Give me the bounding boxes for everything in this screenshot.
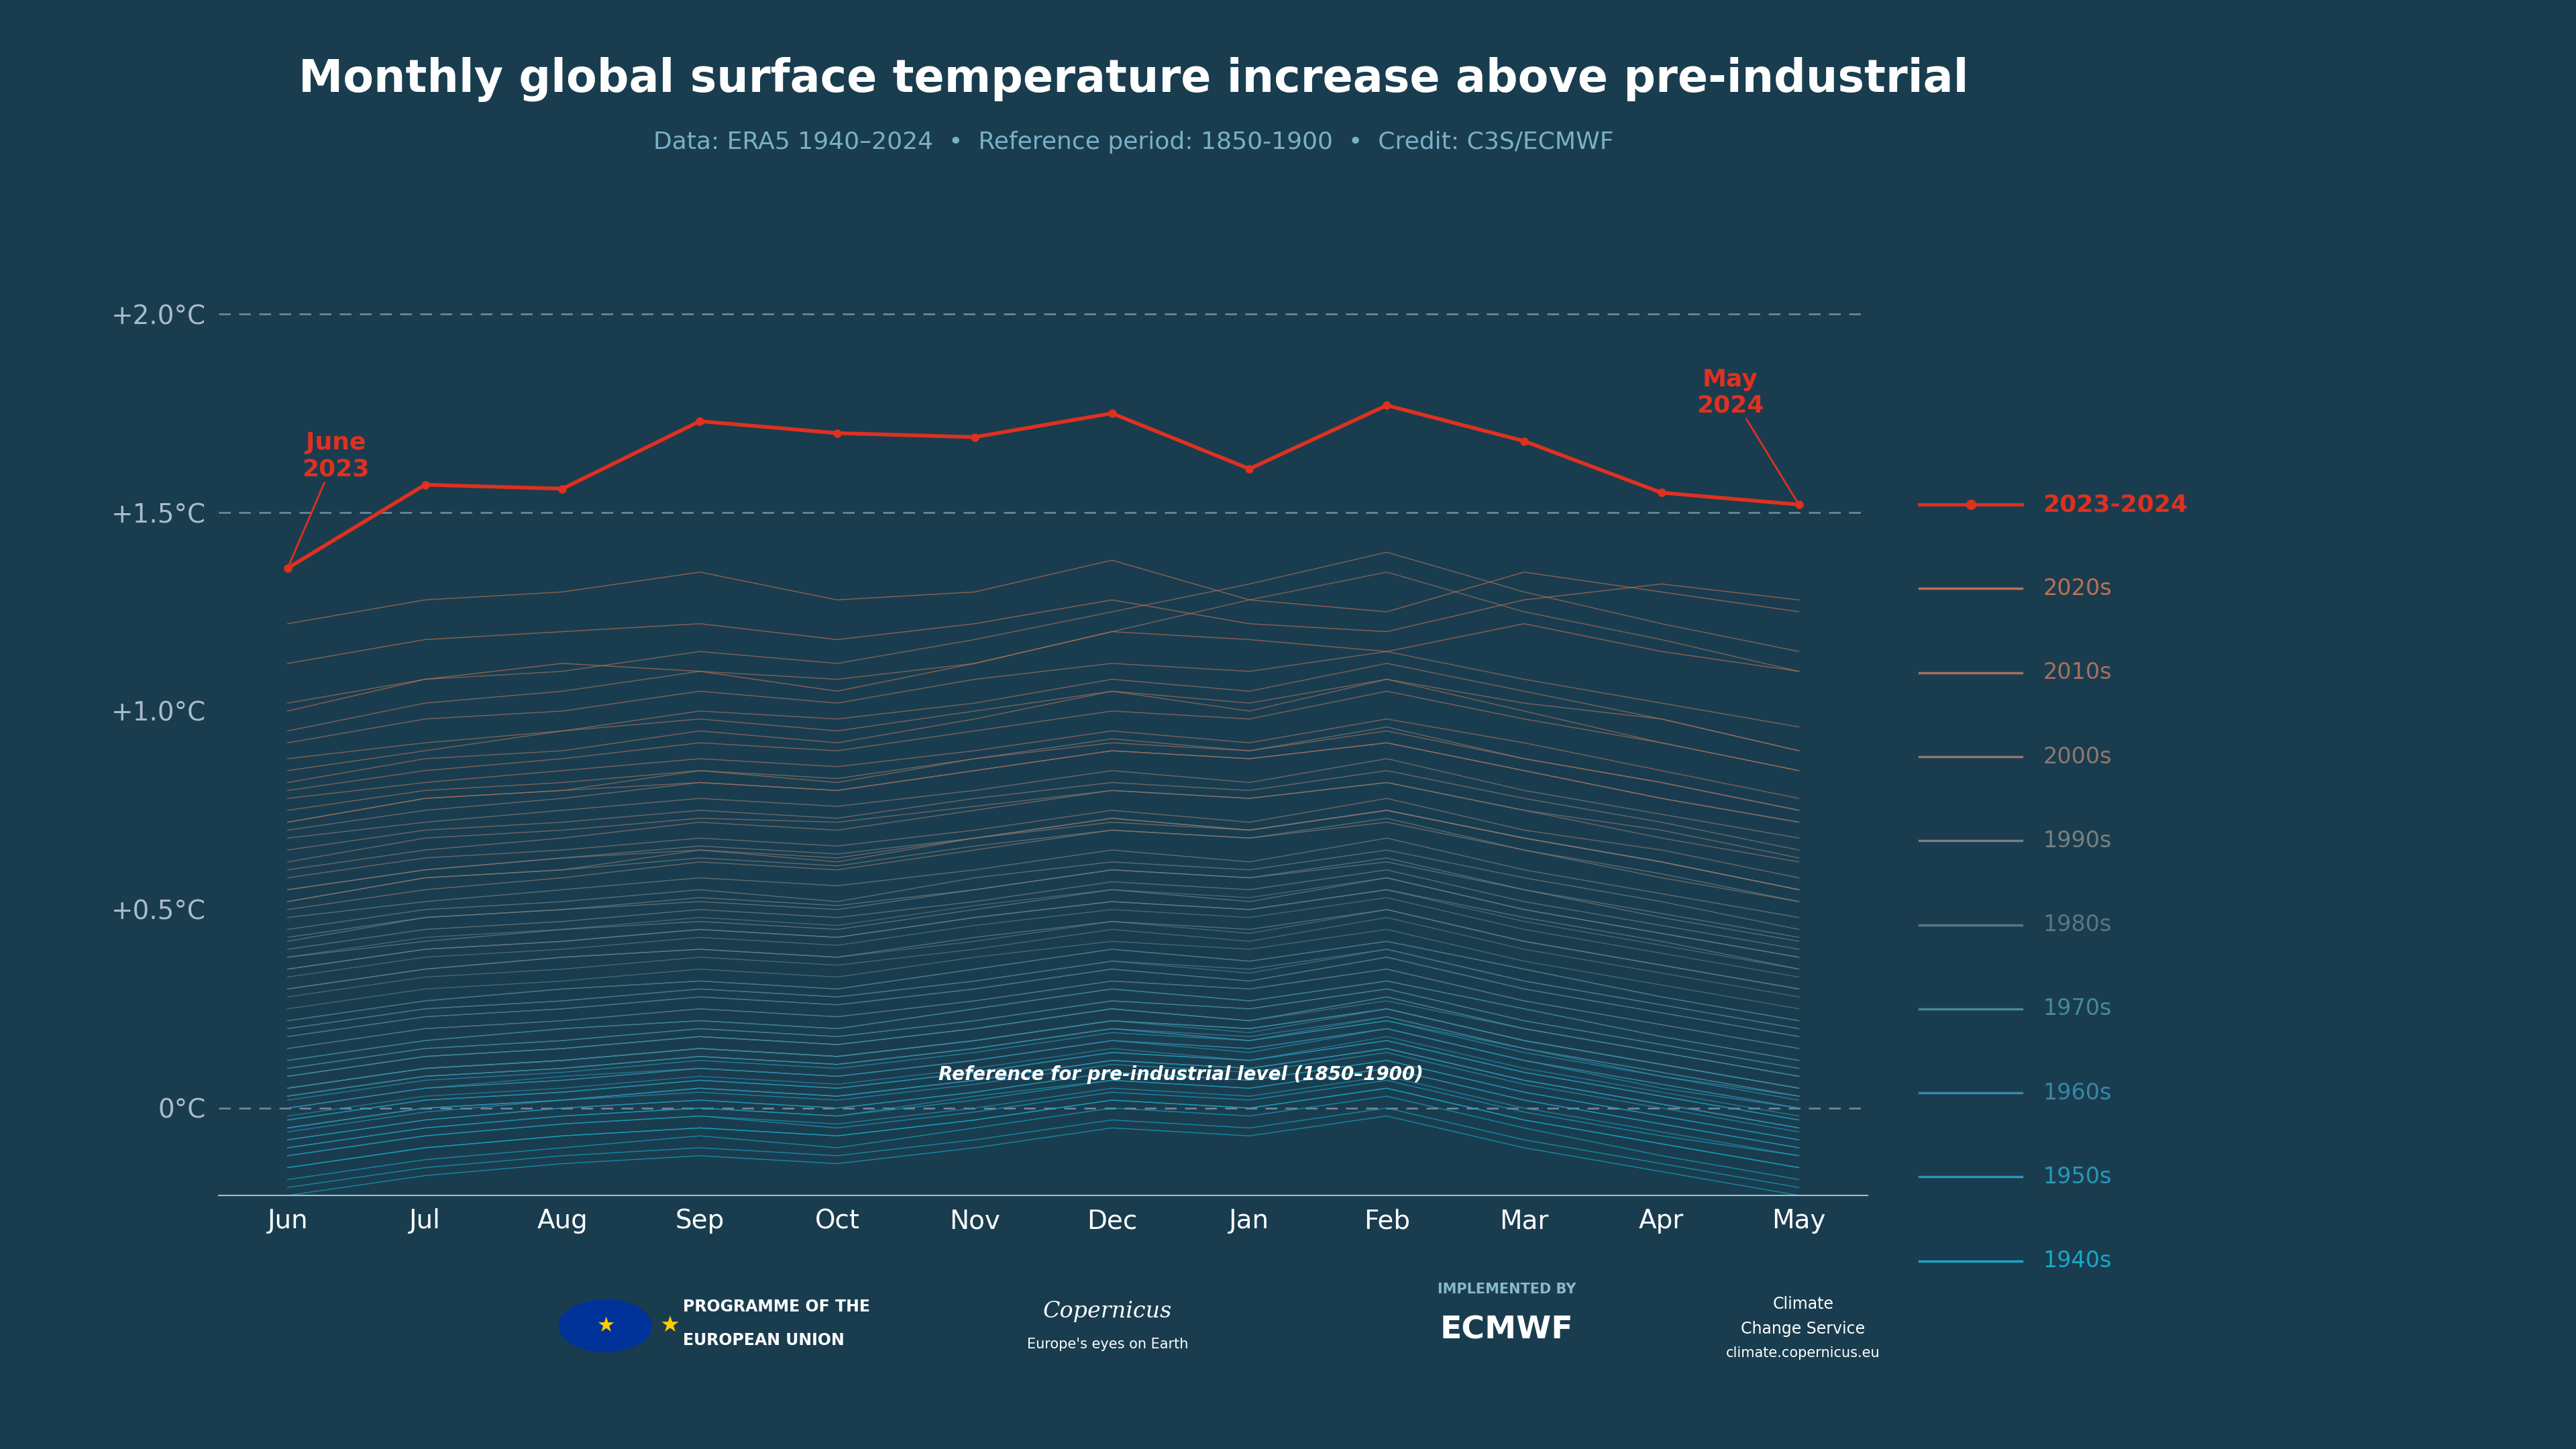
Text: IMPLEMENTED BY: IMPLEMENTED BY: [1437, 1282, 1577, 1297]
Text: 2000s: 2000s: [2043, 746, 2112, 768]
Text: Reference for pre-industrial level (1850–1900): Reference for pre-industrial level (1850…: [938, 1065, 1422, 1084]
Text: 2010s: 2010s: [2043, 662, 2112, 684]
Text: 1990s: 1990s: [2043, 830, 2112, 852]
Text: 2023-2024: 2023-2024: [2043, 493, 2187, 516]
Text: Climate: Climate: [1772, 1295, 1834, 1313]
Text: 1960s: 1960s: [2043, 1082, 2112, 1104]
Text: 2020s: 2020s: [2043, 578, 2112, 600]
Text: Monthly global surface temperature increase above pre-industrial: Monthly global surface temperature incre…: [299, 57, 1968, 103]
Text: ★: ★: [595, 1316, 616, 1336]
Text: ECMWF: ECMWF: [1440, 1316, 1574, 1345]
Text: ★: ★: [659, 1314, 680, 1337]
Text: June
2023: June 2023: [289, 432, 368, 565]
Text: Data: ERA5 1940–2024  •  Reference period: 1850-1900  •  Credit: C3S/ECMWF: Data: ERA5 1940–2024 • Reference period:…: [654, 130, 1613, 154]
Text: PROGRAMME OF THE: PROGRAMME OF THE: [683, 1298, 871, 1316]
Text: Europe's eyes on Earth: Europe's eyes on Earth: [1028, 1337, 1188, 1352]
Text: 1950s: 1950s: [2043, 1166, 2112, 1188]
Text: 1940s: 1940s: [2043, 1250, 2112, 1272]
Text: Copernicus: Copernicus: [1043, 1301, 1172, 1321]
Text: 1980s: 1980s: [2043, 914, 2112, 936]
Text: climate.copernicus.eu: climate.copernicus.eu: [1726, 1346, 1880, 1361]
Text: 1970s: 1970s: [2043, 998, 2112, 1020]
Text: Change Service: Change Service: [1741, 1320, 1865, 1337]
Text: May
2024: May 2024: [1698, 368, 1798, 501]
Text: EUROPEAN UNION: EUROPEAN UNION: [683, 1332, 845, 1349]
